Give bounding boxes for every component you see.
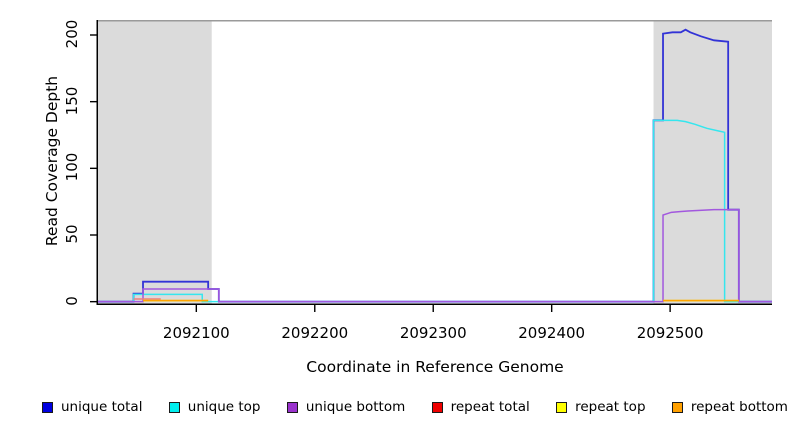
y-tick-label: 100 xyxy=(63,153,81,182)
x-axis-label: Coordinate in Reference Genome xyxy=(306,358,564,376)
legend-label: unique bottom xyxy=(305,399,406,415)
legend-swatch-icon xyxy=(556,401,568,413)
shaded-region xyxy=(98,20,212,305)
legend-swatch-icon xyxy=(42,401,53,413)
legend-item-repeat-total: repeat total xyxy=(431,399,530,415)
legend-label: repeat bottom xyxy=(690,399,788,415)
legend-label: repeat total xyxy=(450,399,530,415)
shaded-region xyxy=(653,20,772,305)
legend-swatch-icon xyxy=(671,401,683,413)
legend-item-repeat-top: repeat top xyxy=(556,399,646,415)
legend-item-unique-bottom: unique bottom xyxy=(286,399,406,415)
y-axis-label: Read Coverage Depth xyxy=(43,75,61,247)
legend-item-unique-top: unique top xyxy=(168,399,261,415)
x-tick-label: 2092100 xyxy=(162,324,230,342)
x-tick-label: 2092200 xyxy=(281,324,349,342)
legend-swatch-icon xyxy=(431,401,443,413)
legend-label: repeat top xyxy=(575,399,646,415)
y-tick-label: 0 xyxy=(63,295,81,306)
series-line-unique-top xyxy=(98,119,772,303)
series-line-unique-bottom xyxy=(98,208,772,303)
legend-item-unique-total: unique total xyxy=(42,399,142,415)
series-line-unique-total xyxy=(98,28,772,303)
y-tick-label: 150 xyxy=(63,86,81,115)
legend-swatch-icon xyxy=(286,401,298,413)
x-tick-label: 2092400 xyxy=(518,324,586,342)
y-tick-label: 200 xyxy=(63,19,81,49)
y-tick-label: 50 xyxy=(63,224,81,244)
legend-item-repeat-bottom: repeat bottom xyxy=(671,399,788,415)
legend-label: unique top xyxy=(187,399,261,415)
legend: unique total unique top unique bottom repea… xyxy=(42,399,788,415)
legend-label: unique total xyxy=(61,399,143,415)
plot-area xyxy=(90,20,772,312)
x-tick-label: 2092300 xyxy=(399,324,467,342)
legend-swatch-icon xyxy=(168,401,180,413)
x-tick-label: 2092500 xyxy=(636,324,704,342)
